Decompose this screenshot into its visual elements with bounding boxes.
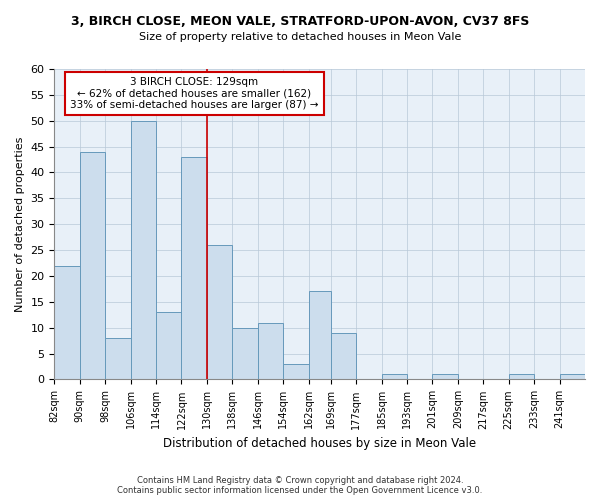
Bar <box>232 328 258 380</box>
Text: Contains HM Land Registry data © Crown copyright and database right 2024.
Contai: Contains HM Land Registry data © Crown c… <box>118 476 482 495</box>
Bar <box>258 322 283 380</box>
X-axis label: Distribution of detached houses by size in Meon Vale: Distribution of detached houses by size … <box>163 437 476 450</box>
Bar <box>382 374 407 380</box>
Bar <box>156 312 181 380</box>
Bar <box>509 374 534 380</box>
Bar <box>308 292 331 380</box>
Bar <box>331 333 356 380</box>
Bar <box>433 374 458 380</box>
Text: 3 BIRCH CLOSE: 129sqm
← 62% of detached houses are smaller (162)
33% of semi-det: 3 BIRCH CLOSE: 129sqm ← 62% of detached … <box>70 77 319 110</box>
Bar <box>560 374 585 380</box>
Text: Size of property relative to detached houses in Meon Vale: Size of property relative to detached ho… <box>139 32 461 42</box>
Bar <box>80 152 105 380</box>
Bar <box>283 364 308 380</box>
Text: 3, BIRCH CLOSE, MEON VALE, STRATFORD-UPON-AVON, CV37 8FS: 3, BIRCH CLOSE, MEON VALE, STRATFORD-UPO… <box>71 15 529 28</box>
Y-axis label: Number of detached properties: Number of detached properties <box>15 136 25 312</box>
Bar <box>207 245 232 380</box>
Bar <box>105 338 131 380</box>
Bar <box>181 157 207 380</box>
Bar <box>131 120 156 380</box>
Bar <box>55 266 80 380</box>
